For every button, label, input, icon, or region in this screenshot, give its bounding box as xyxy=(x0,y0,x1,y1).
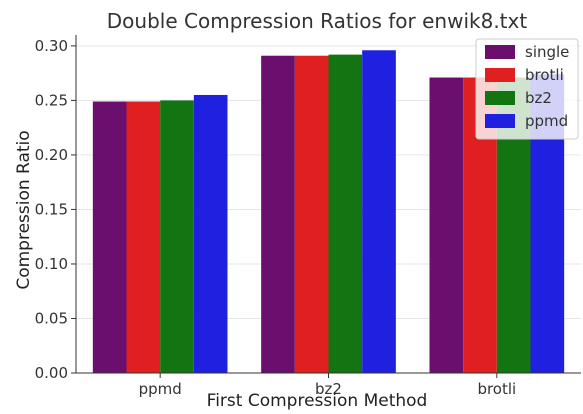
x-tick-label: brotli xyxy=(477,380,516,398)
x-tick-label: ppmd xyxy=(139,380,182,398)
y-tick-label: 0.15 xyxy=(35,200,68,218)
y-tick-label: 0.05 xyxy=(35,309,68,327)
y-ticks: 0.00 0.05 0.10 0.15 0.20 0.25 0.30 xyxy=(35,37,76,382)
x-ticks: ppmd bz2 brotli xyxy=(139,373,516,398)
bar-single-brotli xyxy=(429,77,464,373)
legend-swatch-brotli xyxy=(485,68,515,82)
y-tick-label: 0.10 xyxy=(35,255,68,273)
y-tick-label: 0.20 xyxy=(35,146,68,164)
bar-ppmd-ppmd xyxy=(193,94,228,373)
x-tick-label: bz2 xyxy=(315,380,342,398)
legend-label-ppmd: ppmd xyxy=(525,112,568,130)
bar-ppmd-bz2 xyxy=(362,50,396,373)
legend-label-brotli: brotli xyxy=(525,66,564,84)
legend-label-single: single xyxy=(525,43,569,61)
legend-swatch-bz2 xyxy=(485,91,515,105)
y-tick-label: 0.25 xyxy=(35,91,68,109)
bar-brotli-bz2 xyxy=(294,55,329,374)
legend-label-bz2: bz2 xyxy=(525,89,552,107)
bar-brotli-ppmd xyxy=(126,101,161,373)
bar-single-bz2 xyxy=(261,55,295,374)
legend-swatch-single xyxy=(485,45,515,59)
bar-single-ppmd xyxy=(92,101,127,373)
y-tick-label: 0.00 xyxy=(35,364,68,382)
bar-bz2-ppmd xyxy=(160,100,194,373)
chart-title: Double Compression Ratios for enwik8.txt xyxy=(107,9,528,33)
y-axis-label: Compression Ratio xyxy=(14,130,34,289)
bar-bz2-bz2 xyxy=(328,54,363,374)
legend-swatch-ppmd xyxy=(485,114,515,128)
legend: single brotli bz2 ppmd xyxy=(475,38,579,140)
x-axis-label: First Compression Method xyxy=(207,391,428,411)
bars xyxy=(92,50,565,374)
y-tick-label: 0.30 xyxy=(35,37,68,55)
